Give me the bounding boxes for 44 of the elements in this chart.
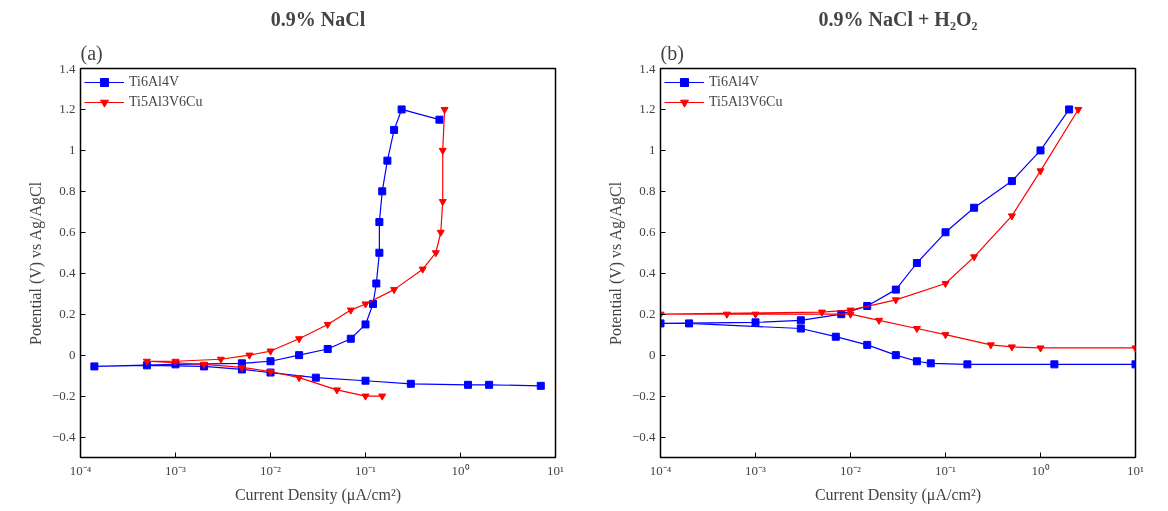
y-tick-label: 1.4 bbox=[59, 60, 76, 76]
legend-label: Ti5Al3V6Cu bbox=[129, 94, 203, 110]
y-tick-label: 0.8 bbox=[639, 183, 656, 199]
y-tick-label: 0.6 bbox=[639, 224, 656, 240]
y-axis-title: Potential (V) vs Ag/AgCl bbox=[606, 181, 625, 345]
y-tick-label: 0.6 bbox=[59, 224, 76, 240]
y-tick-label: −0.4 bbox=[51, 429, 76, 445]
x-tick-label: 10⁻¹ bbox=[355, 462, 377, 478]
x-tick-label: 10⁻³ bbox=[745, 462, 767, 478]
legend-label: Ti5Al3V6Cu bbox=[709, 94, 783, 110]
x-tick-label: 10⁰ bbox=[451, 462, 470, 478]
y-tick-label: 0.4 bbox=[59, 265, 76, 281]
x-tick-label: 10⁻² bbox=[840, 462, 862, 478]
text: (b) bbox=[660, 41, 684, 65]
y-tick-label: 0 bbox=[69, 347, 76, 363]
x-tick-label: 10⁻⁴ bbox=[69, 462, 92, 478]
legend-label: Ti6Al4V bbox=[129, 74, 180, 90]
x-tick-label: 10⁻³ bbox=[165, 462, 187, 478]
x-axis-title: Current Density (μA/cm²) bbox=[814, 485, 982, 504]
legend-label: Ti6Al4V bbox=[709, 74, 760, 90]
y-axis-title: Potential (V) vs Ag/AgCl bbox=[26, 181, 45, 345]
y-tick-label: 1 bbox=[649, 142, 656, 158]
x-tick-label: 10¹ bbox=[547, 462, 565, 478]
x-tick-label: 10⁻⁴ bbox=[649, 462, 672, 478]
y-tick-label: −0.4 bbox=[631, 429, 656, 445]
y-tick-label: 1.2 bbox=[639, 101, 656, 117]
chart-title: 0.9% NaCl bbox=[270, 7, 366, 30]
x-tick-label: 10⁻¹ bbox=[935, 462, 957, 478]
x-tick-label: 10⁻² bbox=[260, 462, 282, 478]
y-tick-label: 1 bbox=[69, 142, 76, 158]
chart-title: 0.9% NaCl + H₂O₂ bbox=[818, 7, 978, 30]
y-tick-label: 0.2 bbox=[59, 306, 76, 322]
y-tick-label: −0.2 bbox=[51, 388, 76, 404]
y-tick-label: 1.4 bbox=[639, 60, 656, 76]
text: (a) bbox=[80, 41, 103, 65]
x-axis-title: Current Density (μA/cm²) bbox=[234, 485, 402, 504]
x-tick-label: 10¹ bbox=[1127, 462, 1145, 478]
y-tick-label: 1.2 bbox=[59, 101, 76, 117]
y-tick-label: 0.4 bbox=[639, 265, 656, 281]
y-tick-label: 0.8 bbox=[59, 183, 76, 199]
y-tick-label: −0.2 bbox=[631, 388, 656, 404]
y-tick-label: 0 bbox=[649, 347, 656, 363]
x-tick-label: 10⁰ bbox=[1031, 462, 1050, 478]
y-tick-label: 0.2 bbox=[639, 306, 656, 322]
